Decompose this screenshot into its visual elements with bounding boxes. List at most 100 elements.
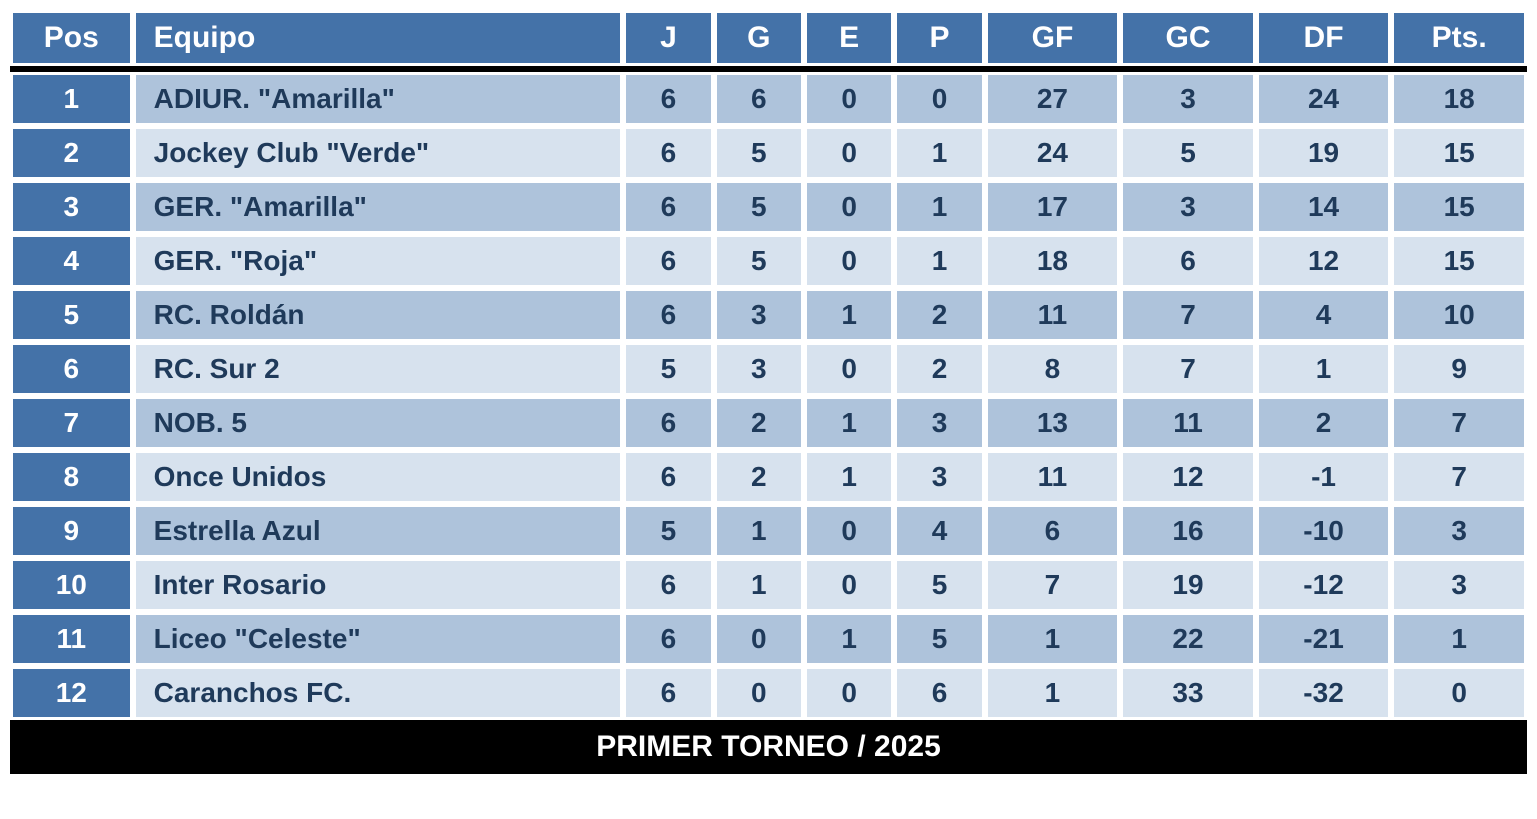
header-cell-df: DF [1256,10,1392,66]
stat-cell: 24 [985,126,1121,180]
stat-cell: 6 [623,288,713,342]
header-cell-e: E [804,10,894,66]
stat-cell: 10 [1391,288,1527,342]
stat-cell: 1 [804,612,894,666]
stat-cell: 6 [1120,234,1256,288]
stat-cell: 3 [714,342,804,396]
stat-cell: -12 [1256,558,1392,612]
table-header: PosEquipoJGEPGFGCDFPts. [10,10,1527,66]
table-row: 5RC. Roldán6312117410 [10,288,1527,342]
stat-cell: 3 [1120,72,1256,126]
stat-cell: 2 [894,342,984,396]
stat-cell: 3 [894,396,984,450]
stat-cell: 5 [714,126,804,180]
stat-cell: 14 [1256,180,1392,234]
stat-cell: 27 [985,72,1121,126]
stat-cell: 3 [1391,504,1527,558]
stat-cell: 5 [623,342,713,396]
stat-cell: 3 [1120,180,1256,234]
team-cell: GER. "Roja" [133,234,624,288]
stat-cell: 6 [623,558,713,612]
stat-cell: 6 [623,396,713,450]
stat-cell: 1 [714,558,804,612]
stat-cell: -10 [1256,504,1392,558]
stat-cell: 5 [1120,126,1256,180]
stat-cell: 1 [804,396,894,450]
stat-cell: 15 [1391,126,1527,180]
table-row: 2Jockey Club "Verde"65012451915 [10,126,1527,180]
stat-cell: 7 [1391,450,1527,504]
header-cell-gc: GC [1120,10,1256,66]
team-cell: NOB. 5 [133,396,624,450]
header-row: PosEquipoJGEPGFGCDFPts. [10,10,1527,66]
table-row: 3GER. "Amarilla"65011731415 [10,180,1527,234]
standings-table: PosEquipoJGEPGFGCDFPts. 1 ADIUR. "Amarill… [10,10,1527,774]
stat-cell: 6 [623,666,713,720]
stat-cell: 5 [894,612,984,666]
stat-cell: 11 [985,450,1121,504]
stat-cell: 1 [804,288,894,342]
stat-cell: 5 [894,558,984,612]
stat-cell: 24 [1256,72,1392,126]
stat-cell: 19 [1256,126,1392,180]
stat-cell: 1 [714,504,804,558]
stat-cell: 6 [623,180,713,234]
table-body: 1ADIUR. "Amarilla"660027324182Jockey Clu… [10,66,1527,720]
stat-cell: 6 [894,666,984,720]
team-cell: Liceo "Celeste" [133,612,624,666]
stat-cell: 19 [1120,558,1256,612]
stat-cell: 1 [804,450,894,504]
team-cell: Once Unidos [133,450,624,504]
stat-cell: 0 [804,504,894,558]
standings-table-container: PosEquipoJGEPGFGCDFPts. 1 ADIUR. "Amarill… [10,10,1527,774]
stat-cell: 1 [985,666,1121,720]
stat-cell: 6 [985,504,1121,558]
stat-cell: 0 [894,72,984,126]
header-cell-equipo: Equipo [133,10,624,66]
table-row: 9Estrella Azul5104616-103 [10,504,1527,558]
stat-cell: 0 [804,126,894,180]
stat-cell: 0 [804,180,894,234]
stat-cell: 22 [1120,612,1256,666]
header-cell-g: G [714,10,804,66]
stat-cell: 4 [894,504,984,558]
stat-cell: 6 [623,234,713,288]
pos-cell: 10 [10,558,133,612]
stat-cell: 1 [985,612,1121,666]
stat-cell: 6 [623,72,713,126]
stat-cell: 7 [985,558,1121,612]
stat-cell: 6 [714,72,804,126]
stat-cell: 0 [804,558,894,612]
stat-cell: 7 [1120,288,1256,342]
stat-cell: 18 [985,234,1121,288]
team-cell: RC. Roldán [133,288,624,342]
stat-cell: 3 [714,288,804,342]
pos-cell: 4 [10,234,133,288]
stat-cell: 0 [804,666,894,720]
stat-cell: 3 [1391,558,1527,612]
table-row: 4GER. "Roja"65011861215 [10,234,1527,288]
stat-cell: 1 [894,180,984,234]
team-cell: GER. "Amarilla" [133,180,624,234]
stat-cell: -21 [1256,612,1392,666]
team-cell: Estrella Azul [133,504,624,558]
team-cell: ADIUR. "Amarilla" [133,72,624,126]
table-row: 6RC. Sur 253028719 [10,342,1527,396]
footer-row: PRIMER TORNEO / 2025 [10,720,1527,774]
pos-cell: 9 [10,504,133,558]
stat-cell: 2 [894,288,984,342]
stat-cell: 0 [804,342,894,396]
stat-cell: 18 [1391,72,1527,126]
stat-cell: 0 [804,234,894,288]
table-row: 8Once Unidos62131112-17 [10,450,1527,504]
team-cell: Inter Rosario [133,558,624,612]
team-cell: Caranchos FC. [133,666,624,720]
table-row: 1ADIUR. "Amarilla"66002732418 [10,72,1527,126]
stat-cell: 16 [1120,504,1256,558]
stat-cell: 17 [985,180,1121,234]
table-row: 11Liceo "Celeste"6015122-211 [10,612,1527,666]
stat-cell: 33 [1120,666,1256,720]
table-row: 10Inter Rosario6105719-123 [10,558,1527,612]
pos-cell: 11 [10,612,133,666]
stat-cell: 2 [714,396,804,450]
